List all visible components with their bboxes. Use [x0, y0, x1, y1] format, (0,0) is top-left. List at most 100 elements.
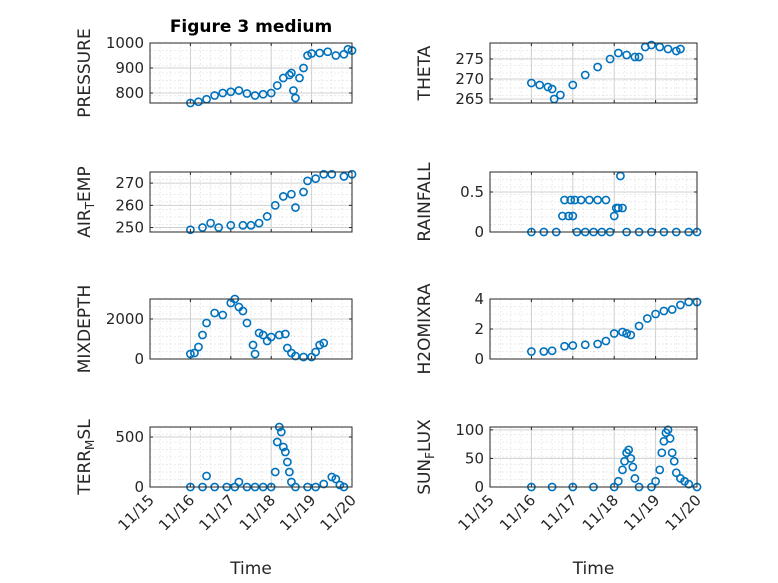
- axes-frame: [489, 42, 698, 104]
- data-point: [676, 300, 685, 310]
- data-point: [642, 314, 652, 323]
- data-point: [613, 476, 623, 486]
- data-point: [238, 306, 248, 316]
- x-tick-label: 11/19: [620, 491, 663, 534]
- data-point: [584, 195, 594, 205]
- data-point: [539, 347, 549, 356]
- data-point: [613, 203, 623, 213]
- data-point: [564, 211, 574, 221]
- data-point: [630, 52, 640, 62]
- y-tick-label: 4: [474, 290, 484, 308]
- data-point: [543, 82, 553, 92]
- data-point: [568, 80, 578, 90]
- axes-frame: [489, 298, 698, 360]
- data-point: [547, 84, 557, 94]
- data-point: [593, 195, 603, 205]
- data-point: [272, 437, 282, 447]
- data-point: [671, 46, 681, 56]
- data-point: [250, 91, 260, 100]
- y-tick-label: 0: [474, 223, 484, 241]
- data-point: [570, 195, 580, 205]
- data-point: [630, 474, 640, 483]
- x-tick-label: 11/17: [537, 491, 580, 534]
- data-point: [327, 169, 337, 179]
- data-point: [214, 223, 224, 232]
- data-point: [634, 321, 644, 331]
- data-point: [601, 336, 611, 346]
- data-point: [274, 330, 284, 340]
- data-point: [647, 40, 656, 50]
- data-point: [248, 340, 258, 350]
- data-point: [601, 195, 611, 205]
- y-axis-label: THETA: [415, 45, 435, 101]
- data-point: [278, 442, 288, 452]
- data-point: [580, 340, 590, 350]
- data-point: [291, 93, 300, 103]
- data-point: [210, 91, 220, 100]
- data-point: [234, 86, 244, 95]
- data-point: [198, 330, 207, 340]
- data-point: [226, 87, 236, 97]
- panel-4: 0 0.5 RAINFALL: [415, 162, 702, 242]
- y-tick-label: 50: [465, 449, 484, 467]
- data-point: [280, 447, 290, 457]
- y-tick-label: 0.5: [460, 183, 484, 201]
- y-tick-label: 0: [474, 478, 484, 496]
- data-point: [286, 68, 296, 78]
- x-tick-label: 11/20: [317, 491, 360, 534]
- data-point: [618, 327, 627, 337]
- y-tick-label: 270: [115, 174, 144, 192]
- data-point: [593, 339, 603, 349]
- data-point: [555, 90, 565, 100]
- panel-5: 0 2000 MIXDEPTH: [75, 285, 353, 373]
- y-axis-label: SUNFLUX: [415, 419, 437, 495]
- axes-frame: [489, 426, 698, 488]
- data-point: [250, 349, 260, 359]
- data-point: [622, 329, 632, 338]
- data-point: [628, 462, 638, 472]
- data-point: [291, 203, 300, 212]
- data-point: [624, 445, 634, 455]
- data-point: [270, 200, 280, 210]
- data-point: [319, 169, 329, 179]
- data-point: [671, 468, 681, 478]
- data-point: [331, 51, 341, 60]
- data-point: [238, 220, 248, 230]
- data-point: [676, 44, 685, 54]
- data-point: [258, 89, 268, 99]
- x-tick-label: 11/16: [496, 491, 539, 534]
- data-point: [307, 49, 316, 58]
- data-point: [622, 50, 632, 60]
- data-point: [278, 192, 288, 201]
- y-tick-label: 250: [115, 219, 144, 237]
- data-point: [605, 54, 615, 64]
- axes-frame: [149, 426, 353, 488]
- y-axis-label: H2OMIXRA: [415, 283, 435, 374]
- data-point: [667, 448, 677, 458]
- data-point: [299, 63, 308, 73]
- data-point: [266, 88, 276, 98]
- x-tick-label: 11/15: [115, 491, 158, 534]
- data-point: [284, 467, 294, 477]
- data-point: [299, 352, 308, 362]
- data-point: [218, 310, 228, 320]
- data-point: [242, 318, 252, 328]
- y-tick-label: 0: [134, 350, 144, 368]
- x-tick-label: 11/19: [276, 491, 319, 534]
- data-point: [618, 203, 627, 213]
- x-tick-label: 11/18: [579, 491, 622, 534]
- data-point: [311, 174, 321, 184]
- x-tick-label: 11/15: [455, 491, 498, 534]
- axes-frame: [149, 42, 353, 104]
- data-point: [580, 70, 590, 80]
- data-point: [331, 474, 341, 484]
- data-point: [319, 479, 329, 489]
- axes-frame: [489, 171, 698, 233]
- data-point: [663, 425, 673, 435]
- data-point: [185, 349, 195, 359]
- data-point: [527, 347, 536, 356]
- data-point: [323, 47, 333, 57]
